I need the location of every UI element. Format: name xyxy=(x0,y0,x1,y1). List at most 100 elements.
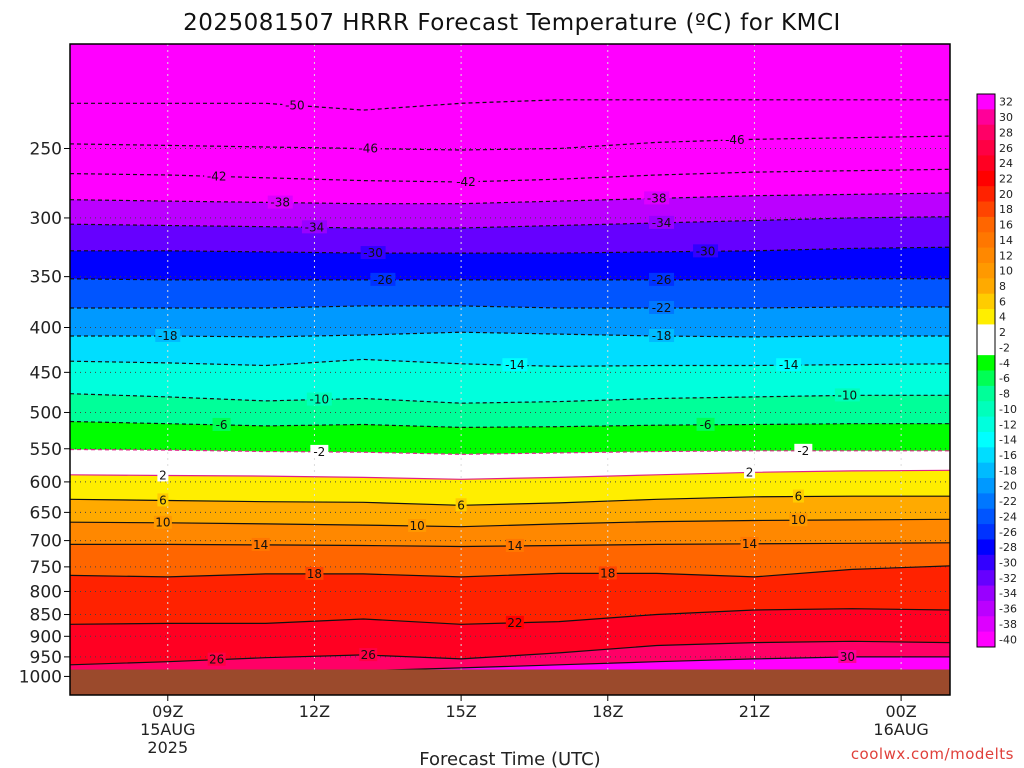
contour-label-bg xyxy=(794,443,813,457)
colorbar-cell xyxy=(977,262,995,279)
colorbar-cell xyxy=(977,124,995,141)
colorbar-cell xyxy=(977,94,995,110)
colorbar-cell xyxy=(977,478,995,494)
colorbar-cell xyxy=(977,339,995,356)
temperature-band xyxy=(70,421,950,455)
time-tick-label: 18Z xyxy=(592,702,623,721)
colorbar-tick-label: 14 xyxy=(999,234,1013,247)
temperature-band xyxy=(70,169,950,204)
contour-label: 10 xyxy=(791,513,806,527)
colorbar-cell xyxy=(977,293,995,310)
contour-label: -18 xyxy=(652,329,672,343)
contour-label: -10 xyxy=(310,393,330,407)
contour-label: -26 xyxy=(373,273,393,287)
pressure-tick-label: 750 xyxy=(30,558,62,578)
contour-label: 26 xyxy=(361,648,376,662)
contour-label: -38 xyxy=(647,191,667,205)
colorbar-cell xyxy=(977,170,995,187)
contour-labels: -50-46-46-42 -42-38 -38-34 -34-30 -30-26 -26-… xyxy=(153,98,860,667)
contour-label: 26 xyxy=(209,653,224,667)
contour-label-bg xyxy=(157,468,169,482)
contour-label-bg xyxy=(838,649,857,663)
colorbar-tick-label: -10 xyxy=(999,403,1017,416)
pressure-tick-label: 800 xyxy=(30,582,62,602)
colorbar-tick-label: 30 xyxy=(999,111,1013,124)
time-tick-label: 09Z xyxy=(152,702,183,721)
contour-label-bg xyxy=(282,98,308,112)
pressure-tick-label: 350 xyxy=(30,268,62,288)
contour-label-bg xyxy=(306,392,332,406)
colorbar-tick-label: 28 xyxy=(999,126,1013,139)
colorbar-tick-label: 2 xyxy=(999,326,1006,339)
contour-label: -30 xyxy=(363,246,383,260)
colorbar-cell xyxy=(977,524,995,540)
colorbar-cell xyxy=(977,401,995,418)
contour-label-bg xyxy=(408,518,427,532)
contour-label-bg xyxy=(792,489,804,503)
pressure-tick-label: 550 xyxy=(30,440,62,460)
contour-label: 2 xyxy=(746,465,754,479)
colorbar-cell xyxy=(977,431,995,448)
contour-label: -6 xyxy=(216,418,228,432)
contour-label-bg xyxy=(355,141,381,155)
pressure-tick-label: 250 xyxy=(30,140,62,160)
contour-label: -18 xyxy=(158,329,178,343)
contour-label-bg xyxy=(722,132,748,146)
colorbar-cell xyxy=(977,631,995,648)
colorbar-tick-label: -36 xyxy=(999,603,1017,616)
colorbar-tick-label: 10 xyxy=(999,265,1013,278)
contour-label-bg xyxy=(696,417,715,431)
contour-label-bg xyxy=(212,417,231,431)
contour-label-bg xyxy=(740,536,759,550)
colorbar-tick-label: 20 xyxy=(999,188,1013,201)
pressure-tick-label: 450 xyxy=(30,363,62,383)
contour-label-bg xyxy=(157,493,169,507)
colorbar-tick-label: 24 xyxy=(999,157,1013,170)
contour-label: -50 xyxy=(285,98,305,112)
time-tick-label: 2025 xyxy=(147,738,188,757)
time-tick-label: 21Z xyxy=(739,702,770,721)
temperature-band xyxy=(70,278,950,308)
contour-label: 2 xyxy=(159,468,167,482)
time-tick-label: 00Z xyxy=(885,702,916,721)
plot-frame xyxy=(69,43,951,696)
colorbar-cell xyxy=(977,140,995,156)
colorbar-cell xyxy=(977,385,995,402)
contour-label: -34 xyxy=(305,220,325,234)
contour-label: -2 xyxy=(797,444,809,458)
colorbar-cell xyxy=(977,355,995,371)
colorbar-tick-label: 4 xyxy=(999,311,1006,324)
contour-label: 18 xyxy=(307,567,322,581)
colorbar-tick-label: 12 xyxy=(999,249,1013,262)
colorbar-cell xyxy=(977,201,995,218)
contour-label: 14 xyxy=(742,537,757,551)
contour-label: 18 xyxy=(600,566,615,580)
contour-label: -26 xyxy=(652,273,672,287)
contour-label-bg xyxy=(505,538,524,552)
colorbar-tick-label: -16 xyxy=(999,449,1017,462)
colorbar-cell xyxy=(977,416,995,433)
colorbar-frame xyxy=(976,93,996,648)
contour-label-bg xyxy=(455,498,467,512)
contour-label-bg xyxy=(310,444,329,458)
contour-label: 6 xyxy=(159,493,167,507)
colorbar-tick-label: -28 xyxy=(999,541,1017,554)
time-tick-label: 12Z xyxy=(299,702,330,721)
colorbar-cell xyxy=(977,585,995,602)
contour-label-bg xyxy=(649,300,675,314)
colorbar-cell xyxy=(977,539,995,556)
contour-label-bg xyxy=(301,220,327,234)
contour-label-bg xyxy=(649,329,675,343)
colorbar-cell xyxy=(977,508,995,525)
colorbar-cell xyxy=(977,370,995,387)
contour-label-bg xyxy=(267,195,293,209)
contour-label-bg xyxy=(649,215,675,229)
contour-label: 10 xyxy=(409,519,424,533)
colorbar-tick-label: -18 xyxy=(999,464,1017,477)
contour-label-bg xyxy=(744,465,756,479)
colorbar-tick-label: -30 xyxy=(999,557,1017,570)
contour-label-bg xyxy=(251,537,270,551)
temperature-band xyxy=(70,305,950,337)
